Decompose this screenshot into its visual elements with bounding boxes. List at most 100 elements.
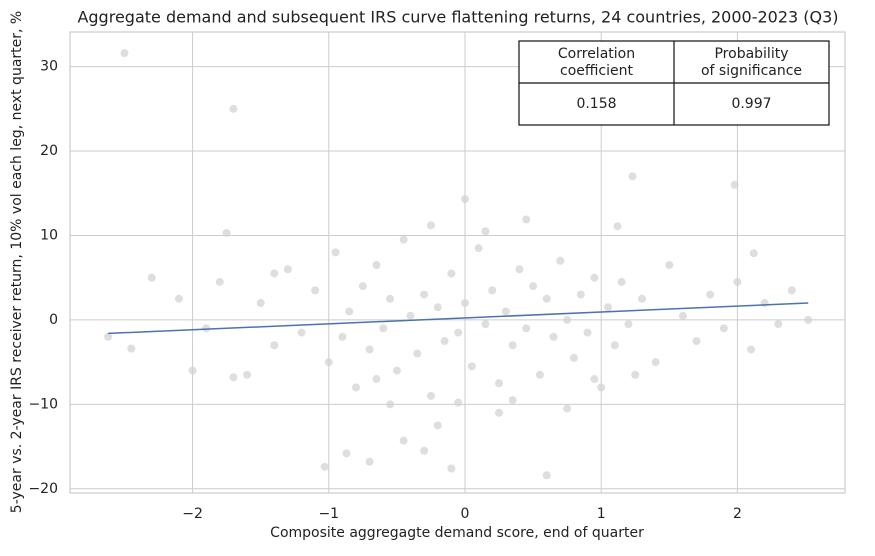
scatter-point — [215, 277, 224, 286]
scatter-point — [338, 332, 347, 341]
scatter-point — [747, 345, 756, 354]
table-header-line: of significance — [701, 63, 802, 79]
table-header-line: coefficient — [560, 63, 633, 79]
scatter-point — [542, 294, 551, 303]
scatter-point — [460, 195, 469, 204]
scatter-point — [804, 315, 813, 324]
scatter-point — [787, 286, 796, 295]
x-tick-label: −1 — [318, 506, 339, 522]
scatter-point — [352, 383, 361, 392]
scatter-point — [474, 244, 483, 253]
scatter-point — [549, 332, 558, 341]
scatter-point — [386, 294, 395, 303]
scatter-point — [392, 366, 401, 375]
scatter-point — [324, 358, 333, 367]
scatter-point — [188, 366, 197, 375]
scatter-point — [365, 345, 374, 354]
scatter-point — [610, 341, 619, 350]
scatter-point — [426, 391, 435, 400]
scatter-point — [563, 404, 572, 413]
scatter-point — [678, 311, 687, 320]
x-tick-label: −2 — [182, 506, 203, 522]
scatter-point — [256, 299, 265, 308]
scatter-point — [760, 299, 769, 308]
scatter-point — [628, 172, 637, 181]
scatter-point — [331, 248, 340, 257]
scatter-point — [311, 286, 320, 295]
scatter-point — [440, 337, 449, 346]
scatter-point — [501, 307, 510, 316]
scatter-point — [358, 282, 367, 291]
scatter-point — [406, 311, 415, 320]
scatter-point — [508, 341, 517, 350]
fit-line — [108, 302, 809, 335]
scatter-point — [420, 446, 429, 455]
scatter-point — [270, 269, 279, 278]
scatter-point — [624, 320, 633, 329]
scatter-point — [481, 227, 490, 236]
scatter-point — [529, 282, 538, 291]
scatter-point — [569, 353, 578, 362]
scatter-point — [229, 373, 238, 382]
x-tick-label: 2 — [733, 506, 742, 522]
scatter-point — [229, 104, 238, 113]
scatter-point — [243, 370, 252, 379]
scatter-point — [467, 362, 476, 371]
scatter-point — [372, 375, 381, 384]
scatter-point — [454, 398, 463, 407]
scatter-point — [576, 290, 585, 299]
scatter-point — [345, 307, 354, 316]
scatter-point — [665, 261, 674, 270]
scatter-point — [433, 303, 442, 312]
scatter-point — [365, 457, 374, 466]
x-tick-label: 1 — [597, 506, 606, 522]
scatter-point — [420, 290, 429, 299]
y-tick-label: 30 — [40, 59, 58, 75]
scatter-point — [104, 332, 113, 341]
scatter-point — [481, 320, 490, 329]
x-tick-label: 0 — [461, 506, 470, 522]
scatter-point — [447, 464, 456, 473]
scatter-point — [222, 228, 231, 237]
scatter-point — [556, 256, 565, 265]
scatter-point — [174, 294, 183, 303]
scatter-point — [342, 449, 351, 458]
scatter-point — [399, 436, 408, 445]
y-axis-label: 5-year vs. 2-year IRS receiver return, 1… — [9, 11, 25, 513]
scatter-point — [508, 396, 517, 405]
scatter-point — [379, 324, 388, 333]
scatter-point — [542, 471, 551, 480]
scatter-point — [590, 273, 599, 282]
scatter-point — [651, 358, 660, 367]
scatter-point — [147, 273, 156, 282]
table-cell: 0.997 — [731, 96, 771, 112]
scatter-point — [730, 180, 739, 189]
scatter-point — [372, 261, 381, 270]
table-header-line: Probability — [714, 46, 788, 62]
scatter-point — [495, 408, 504, 417]
scatter-point — [638, 294, 647, 303]
plot-frame — [69, 31, 846, 494]
scatter-point — [719, 324, 728, 333]
scatter-point — [495, 379, 504, 388]
scatter-point — [604, 303, 613, 312]
scatter-point — [426, 221, 435, 230]
y-tick-label: 0 — [49, 312, 58, 328]
scatter-point — [488, 286, 497, 295]
scatter-point — [283, 265, 292, 274]
scatter-point — [522, 215, 531, 224]
scatter-point — [120, 49, 129, 58]
scatter-point — [386, 400, 395, 409]
scatter-point — [613, 222, 622, 231]
table-header: Correlation coefficient — [558, 46, 635, 79]
scatter-point — [433, 421, 442, 430]
scatter-point — [563, 315, 572, 324]
scatter-point — [590, 375, 599, 384]
y-tick-label: −10 — [28, 396, 58, 412]
table-cell: 0.158 — [576, 96, 616, 112]
scatter-point — [297, 328, 306, 337]
scatter-point — [460, 299, 469, 308]
y-tick-label: 10 — [40, 227, 58, 243]
scatter-point — [522, 324, 531, 333]
